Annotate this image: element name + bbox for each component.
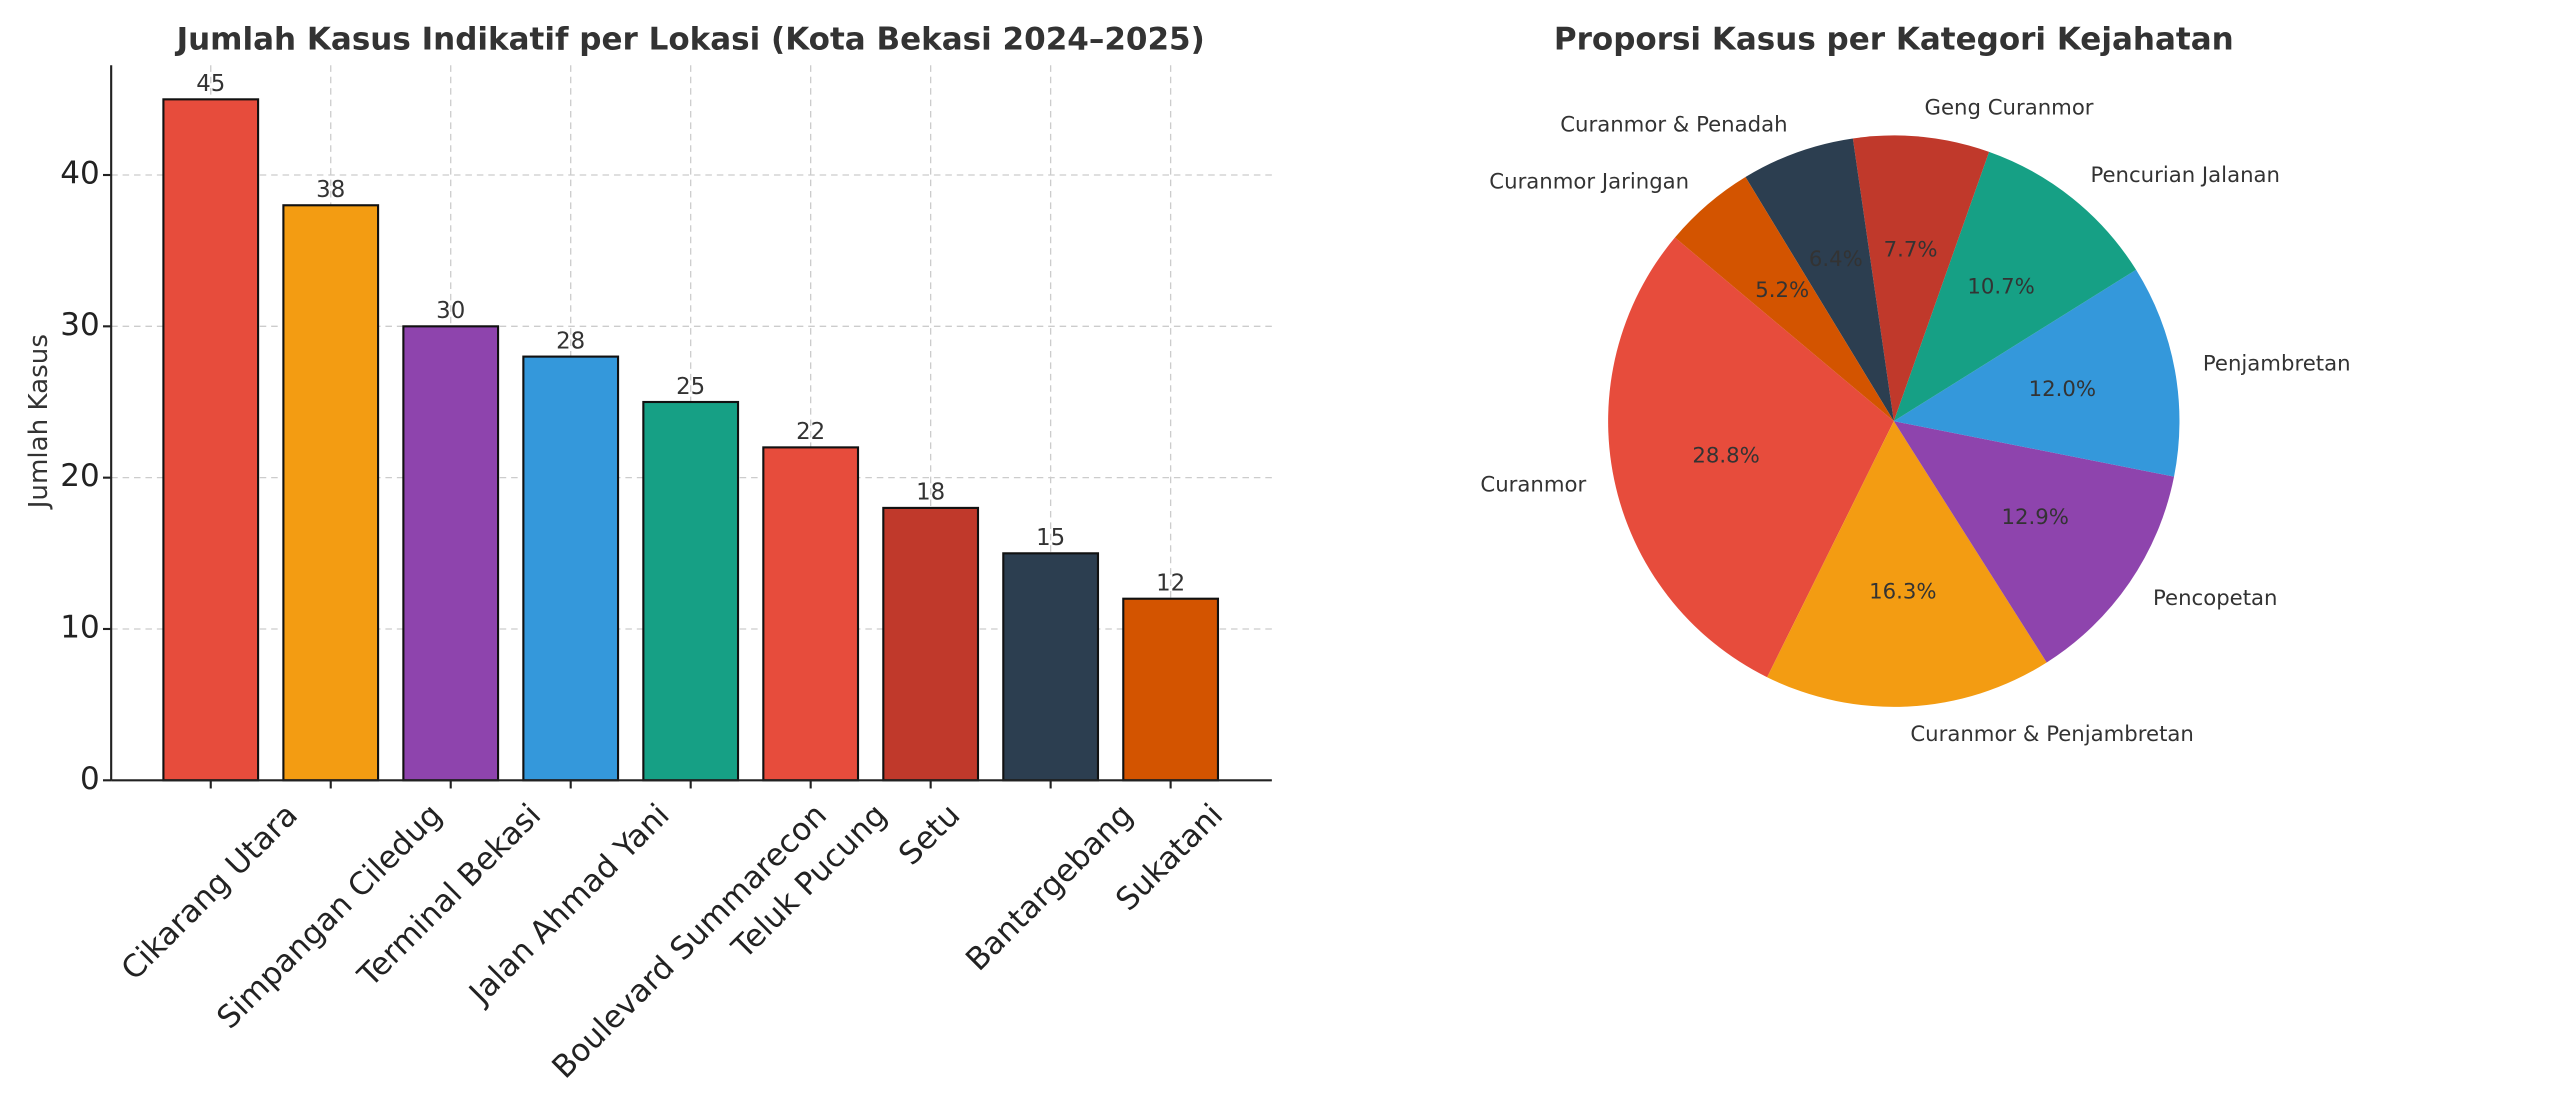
bar-chart-title: Jumlah Kasus Indikatif per Lokasi (Kota … xyxy=(175,21,1205,57)
bar xyxy=(522,355,620,782)
bar-value-label: 28 xyxy=(556,328,585,354)
bar-value-label: 18 xyxy=(916,480,945,506)
pie-slice xyxy=(1893,151,2137,422)
pie-slice xyxy=(1852,135,1990,422)
pie-value-label: 7.7% xyxy=(1884,238,1938,263)
bar-value-label: 15 xyxy=(1036,525,1065,551)
x-tick-label: Boulevard Summarecon xyxy=(545,797,834,1086)
pie-category-label: Curanmor & Penadah xyxy=(1560,112,1787,137)
pie-value-label: 12.9% xyxy=(2001,505,2068,530)
pie-slice xyxy=(1893,269,2180,477)
pie-category-label: Penjambretan xyxy=(2203,351,2351,376)
pie-slice xyxy=(1745,138,1894,422)
pie-slice xyxy=(1674,177,1894,422)
bar xyxy=(1122,597,1220,782)
pie-slice xyxy=(1767,421,2047,707)
bar-value-label: 25 xyxy=(676,374,705,400)
pie-value-label: 16.3% xyxy=(1869,579,1936,604)
bar xyxy=(762,446,860,782)
bar-value-label: 22 xyxy=(796,419,825,445)
pie-category-label: Curanmor xyxy=(1480,473,1586,498)
bar xyxy=(402,325,500,782)
y-axis-label: Jumlah Kasus xyxy=(24,334,54,510)
bar-value-label: 45 xyxy=(196,71,225,97)
pie-value-label: 12.0% xyxy=(2029,377,2096,402)
pie-value-label: 28.8% xyxy=(1692,443,1759,468)
pie-slice xyxy=(1608,237,1894,678)
y-tick-label: 20 xyxy=(60,458,99,494)
bar-value-label: 30 xyxy=(436,298,465,324)
pie-chart-title: Proporsi Kasus per Kategori Kejahatan xyxy=(1554,21,2234,57)
pie-value-label: 6.4% xyxy=(1809,247,1863,272)
x-tick-label: Setu xyxy=(892,797,967,872)
bar xyxy=(1002,552,1100,782)
y-tick-label: 0 xyxy=(80,761,100,797)
y-tick-label: 30 xyxy=(60,307,99,343)
pie-category-label: Pencurian Jalanan xyxy=(2090,163,2280,188)
pie-value-label: 5.2% xyxy=(1755,278,1809,303)
bar xyxy=(882,506,980,782)
pie-category-label: Curanmor & Penjambretan xyxy=(1910,722,2194,747)
bar xyxy=(642,400,740,782)
bar xyxy=(162,98,260,782)
bar-value-label: 12 xyxy=(1156,571,1185,597)
pie-value-label: 10.7% xyxy=(1967,274,2034,299)
y-tick-label: 10 xyxy=(60,609,99,645)
y-tick-label: 40 xyxy=(60,156,99,192)
pie-category-label: Pencopetan xyxy=(2153,586,2277,611)
pie-category-label: Geng Curanmor xyxy=(1925,95,2094,120)
pie-slice xyxy=(1893,421,2175,663)
bar-value-label: 38 xyxy=(316,177,345,203)
bar xyxy=(282,204,380,782)
pie-category-label: Curanmor Jaringan xyxy=(1489,170,1689,195)
